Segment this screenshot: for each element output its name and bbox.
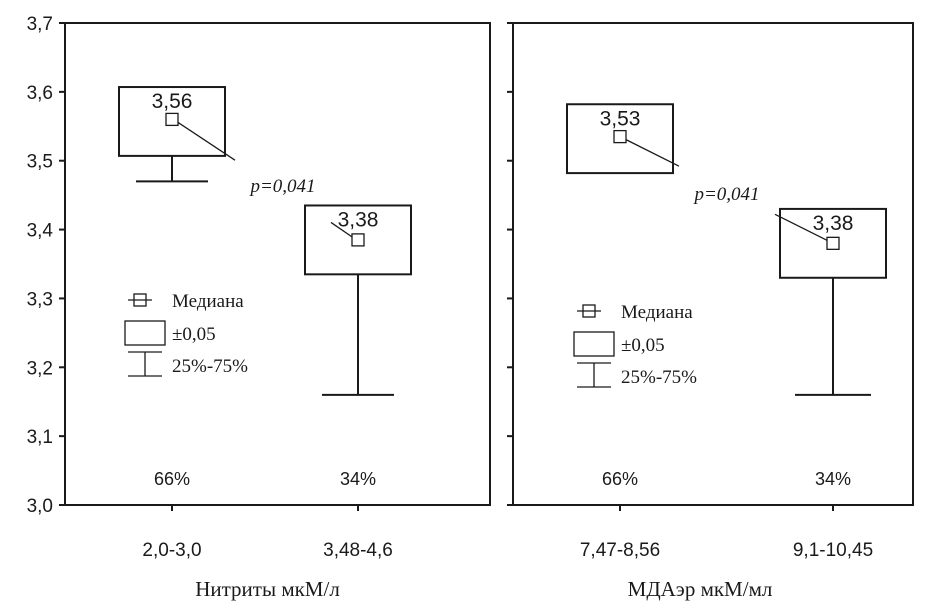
median-connector	[177, 121, 236, 161]
y-tick-label: 3,7	[27, 14, 53, 35]
median-marker	[826, 236, 840, 250]
percent-label: 66%	[602, 469, 638, 489]
y-tick-label: 3,1	[27, 427, 53, 448]
x-tick-label: 3,48-4,6	[323, 540, 393, 561]
legend-label: 25%-75%	[172, 356, 248, 377]
median-connector	[330, 221, 353, 238]
legend-label: ±0,05	[621, 335, 665, 356]
plot-frame-1	[64, 22, 491, 506]
y-tick-label: 3,4	[27, 221, 54, 242]
legend-box-symbol	[573, 331, 615, 357]
median-marker	[351, 233, 365, 247]
x-axis-title: Нитриты мкМ/л	[195, 577, 340, 601]
median-marker	[165, 112, 179, 127]
median-label: 3,56	[152, 90, 193, 113]
box-rectangle	[566, 103, 674, 175]
percent-label: 34%	[340, 469, 376, 489]
legend-median-marker	[133, 293, 147, 307]
median-label: 3,38	[813, 212, 854, 235]
y-tick-label: 3,6	[27, 83, 53, 104]
x-tick-label: 7,47-8,56	[580, 540, 660, 561]
legend-label: Медиана	[172, 291, 244, 312]
legend-label: 25%-75%	[621, 367, 697, 388]
y-tick-label: 3,3	[27, 289, 53, 310]
y-tick-label: 3,5	[27, 152, 53, 173]
median-marker	[613, 129, 627, 144]
legend-label: Медиана	[621, 302, 693, 323]
legend-box-symbol	[124, 320, 166, 346]
y-tick-label: 3,2	[27, 358, 53, 379]
median-label: 3,53	[600, 107, 641, 130]
median-label: 3,38	[338, 208, 379, 231]
p-value-label: p=0,041	[692, 184, 759, 205]
y-tick-label: 3,0	[27, 496, 53, 517]
median-connector	[625, 139, 680, 167]
legend-median-marker	[582, 304, 596, 318]
x-axis-title: МДАэр мкМ/мл	[628, 577, 773, 601]
percent-label: 66%	[154, 469, 190, 489]
legend-label: ±0,05	[172, 324, 216, 345]
p-value-label: p=0,041	[248, 176, 315, 197]
percent-label: 34%	[815, 469, 851, 489]
plot-frame-2	[512, 22, 914, 506]
x-tick-label: 9,1-10,45	[793, 540, 873, 561]
x-tick-label: 2,0-3,0	[142, 540, 201, 561]
median-connector	[774, 213, 828, 241]
